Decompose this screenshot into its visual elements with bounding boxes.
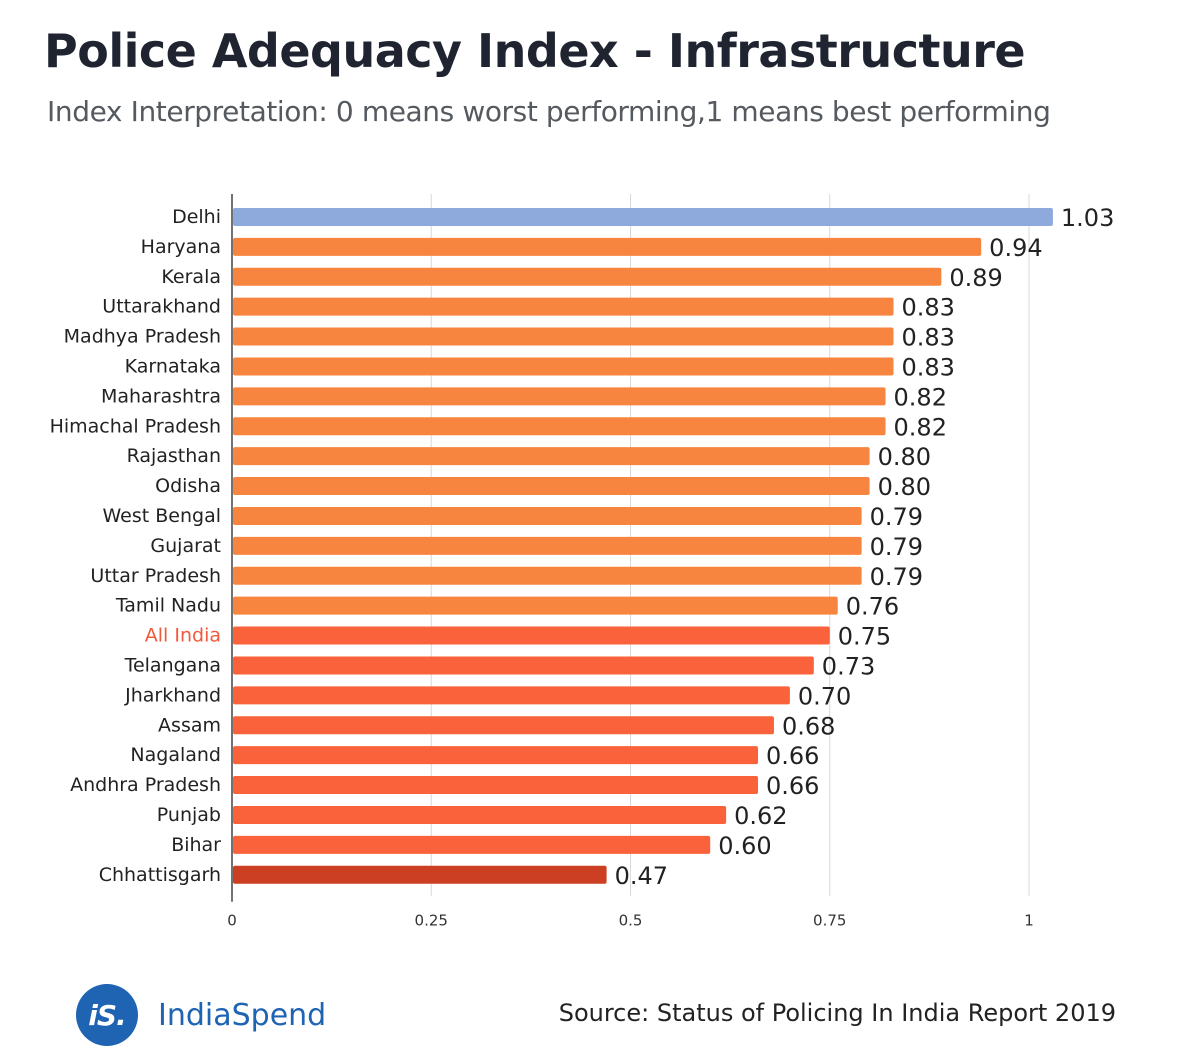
category-label: Bihar: [171, 834, 221, 856]
category-label: Andhra Pradesh: [70, 774, 221, 796]
data-label: 1.03: [1061, 204, 1114, 232]
data-label: 0.60: [718, 832, 771, 860]
bar: [233, 746, 759, 765]
category-label: Gujarat: [150, 535, 221, 557]
data-label: 0.83: [902, 324, 955, 352]
category-label: Maharashtra: [101, 385, 221, 407]
x-tick-label: 0.25: [415, 912, 448, 930]
bar: [233, 506, 862, 525]
source-note: Source: Status of Policing In India Repo…: [558, 999, 1116, 1027]
category-label: Uttarakhand: [102, 296, 221, 318]
bar: [233, 297, 894, 316]
bar: [233, 626, 830, 645]
category-label: Delhi: [172, 206, 221, 228]
bar: [233, 536, 862, 555]
bar: [233, 835, 711, 854]
data-label: 0.76: [846, 593, 899, 621]
data-label: 0.82: [894, 383, 947, 411]
bar: [233, 267, 942, 286]
bar: [233, 776, 759, 795]
data-label: 0.82: [894, 413, 947, 441]
category-label: All India: [145, 625, 221, 647]
category-label: Himachal Pradesh: [50, 415, 221, 437]
data-label: 0.79: [870, 563, 923, 591]
bar: [233, 237, 982, 256]
bar: [233, 716, 774, 735]
brand-name: IndiaSpend: [158, 997, 327, 1033]
category-label: Chhattisgarh: [99, 864, 221, 886]
category-label: Madhya Pradesh: [64, 326, 221, 348]
data-label: 0.75: [838, 623, 891, 651]
category-label: Jharkhand: [124, 684, 221, 706]
bar: [233, 656, 814, 675]
data-label: 0.70: [798, 682, 851, 710]
category-label: Karnataka: [125, 355, 221, 377]
bar: [233, 686, 790, 705]
x-tick-label: 0.75: [813, 912, 846, 930]
category-label: Rajasthan: [127, 445, 221, 467]
chart-title: Police Adequacy Index - Infrastructure: [44, 24, 1026, 78]
category-label: Kerala: [161, 266, 221, 288]
bar: [233, 865, 607, 884]
chart-subtitle: Index Interpretation: 0 means worst perf…: [47, 95, 1051, 128]
bar: [233, 596, 838, 615]
category-label: Nagaland: [130, 744, 221, 766]
data-label: 0.83: [902, 353, 955, 381]
bar: [233, 447, 870, 466]
data-label: 0.79: [870, 503, 923, 531]
category-label: Odisha: [155, 475, 221, 497]
bar: [233, 805, 727, 824]
bar: [233, 566, 862, 585]
category-label: West Bengal: [103, 505, 222, 527]
category-label: Punjab: [157, 804, 221, 826]
category-label: Uttar Pradesh: [90, 565, 221, 587]
indiaspend-logo-icon: iS.: [76, 984, 138, 1046]
data-label: 0.94: [989, 234, 1042, 262]
category-label: Assam: [158, 714, 221, 736]
data-label: 0.66: [766, 742, 819, 770]
bar: [233, 357, 894, 376]
data-label: 0.89: [949, 264, 1002, 292]
category-label: Telangana: [124, 654, 221, 676]
data-label: 0.83: [902, 294, 955, 322]
bar: [233, 477, 870, 496]
bar: [233, 207, 1053, 226]
x-tick-label: 1: [1024, 912, 1034, 930]
data-label: 0.73: [822, 652, 875, 680]
x-tick-label: 0: [227, 912, 237, 930]
data-label: 0.80: [878, 443, 931, 471]
bar: [233, 387, 886, 406]
bar-chart: 0 0.25 0.5 0.75 1 Delhi 1.03 Haryana 0.94 Kerala 0…: [50, 194, 1114, 930]
data-label: 0.66: [766, 772, 819, 800]
data-label: 0.79: [870, 533, 923, 561]
data-label: 0.68: [782, 712, 835, 740]
data-label: 0.47: [615, 862, 668, 890]
data-label: 0.80: [878, 473, 931, 501]
brand-logo: iS. IndiaSpend: [76, 984, 326, 1046]
bar: [233, 417, 886, 436]
category-label: Tamil Nadu: [115, 595, 221, 617]
bar: [233, 327, 894, 346]
x-tick-label: 0.5: [619, 912, 643, 930]
category-label: Haryana: [141, 236, 221, 258]
data-label: 0.62: [734, 802, 787, 830]
